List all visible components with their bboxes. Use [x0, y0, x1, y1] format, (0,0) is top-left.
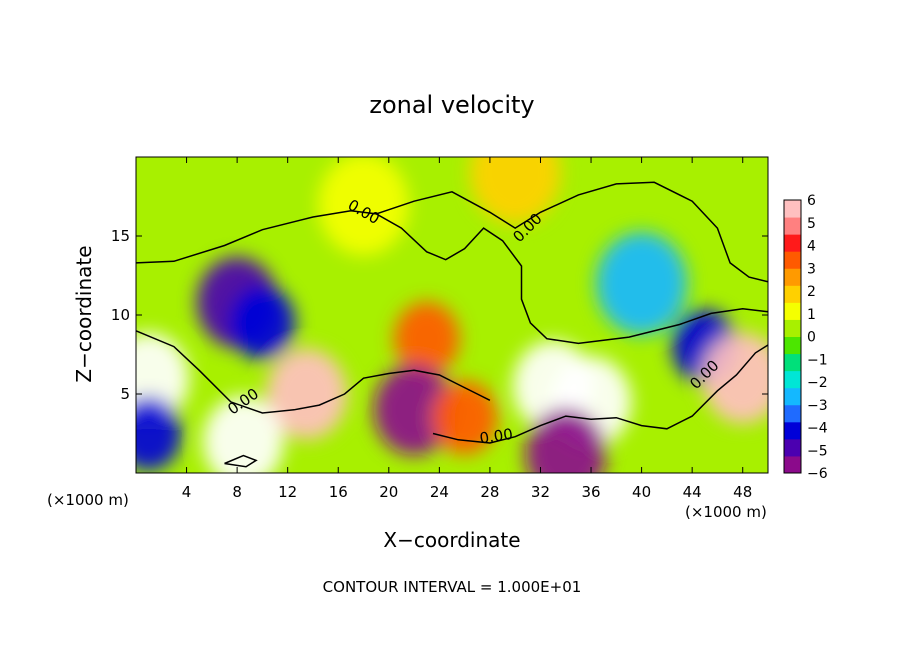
colorbar-segment: [784, 387, 801, 406]
colorbar-segment: [784, 217, 801, 235]
field-feature-15: [318, 157, 410, 256]
colorbar-tick-label: 2: [807, 284, 816, 300]
y-axis-ticks: 5 10 15: [111, 227, 768, 403]
colorbar-segment: [784, 285, 801, 303]
x-tick-label: 28: [480, 483, 499, 501]
colorbar-segment: [784, 336, 801, 355]
colorbar-tick-label: 0: [807, 330, 816, 346]
field-feature-2: [596, 232, 688, 335]
x-tick-label: 20: [379, 483, 398, 501]
colorbar-frame: [783, 199, 802, 474]
colorbar-tick-label: 4: [807, 239, 816, 255]
colorbar-segment: [784, 370, 801, 389]
field-feature-12: [525, 408, 607, 473]
field-feature-11: [373, 364, 455, 456]
field-feature-16: [469, 157, 561, 224]
zero-contour-4: [224, 454, 258, 468]
colorbar-tick-label: −3: [807, 398, 828, 414]
zero-contours: [136, 181, 768, 468]
field-feature-14: [431, 380, 498, 455]
colorbar-segment: [784, 421, 801, 440]
field-feature-13: [136, 396, 182, 471]
zero-contour-2: [375, 181, 768, 283]
colorbar-segment: [784, 234, 801, 252]
colorbar-segment: [784, 200, 801, 218]
x-axis-label: X−coordinate: [383, 528, 520, 552]
colorbar-tick-label: 6: [807, 193, 816, 209]
x-tick-label: 24: [430, 483, 449, 501]
x-axis-ticks: 4 8 12 16 20 24 28 32 36 40 44 48: [182, 157, 752, 501]
colorbar-tick-label: −6: [807, 466, 828, 482]
colorbar-tick-label: −4: [807, 421, 828, 437]
x-tick-label: 12: [278, 483, 297, 501]
colorbar-tick-label: 3: [807, 261, 816, 277]
colorbar-segment: [784, 438, 801, 457]
colorbar-segment: [784, 353, 801, 372]
field-feature-4: [393, 301, 460, 376]
zero-contour-1: [136, 330, 491, 414]
x-tick-label: 4: [182, 483, 192, 501]
x-tick-label: 16: [329, 483, 348, 501]
field-feature-9: [266, 348, 348, 440]
x-unit-right: (×1000 m): [685, 503, 767, 521]
y-tick-label: 10: [111, 306, 130, 324]
x-tick-label: 44: [683, 483, 702, 501]
y-axis-label: Z−coordinate: [72, 245, 96, 382]
zero-contour-3: [432, 344, 768, 444]
velocity-field: [136, 157, 768, 473]
zero-contour-0: [136, 209, 768, 345]
x-tick-label: 48: [733, 483, 752, 501]
chart-title: zonal velocity: [369, 91, 534, 119]
y-tick-label: 15: [111, 227, 130, 245]
colorbar-segment: [784, 319, 801, 337]
colorbar-segment: [784, 251, 801, 269]
field-feature-8: [702, 332, 768, 424]
x-tick-label: 32: [531, 483, 550, 501]
colorbar-tick-label: −1: [807, 352, 828, 368]
contour-label: 0.00: [478, 425, 514, 447]
contour-interval-footer: CONTOUR INTERVAL = 1.000E+01: [323, 578, 582, 596]
field-feature-1: [229, 285, 296, 360]
x-tick-label: 40: [632, 483, 651, 501]
colorbar-segment: [784, 455, 801, 474]
colorbar-tick-label: 5: [807, 216, 816, 232]
colorbar-segment: [784, 404, 801, 423]
colorbar-tick-label: −2: [807, 375, 828, 391]
colorbar-tick-label: 1: [807, 307, 816, 323]
field-feature-10: [203, 395, 284, 473]
x-tick-label: 36: [581, 483, 600, 501]
colorbar: 6 5 4 3 2 1 0 −1 −2 −3 −4 −5 −6: [783, 193, 828, 482]
x-unit-left: (×1000 m): [47, 491, 129, 509]
x-tick-label: 8: [232, 483, 242, 501]
colorbar-tick-label: −5: [807, 443, 828, 459]
y-tick-label: 5: [120, 385, 130, 403]
colorbar-segment: [784, 302, 801, 320]
colorbar-segment: [784, 268, 801, 286]
